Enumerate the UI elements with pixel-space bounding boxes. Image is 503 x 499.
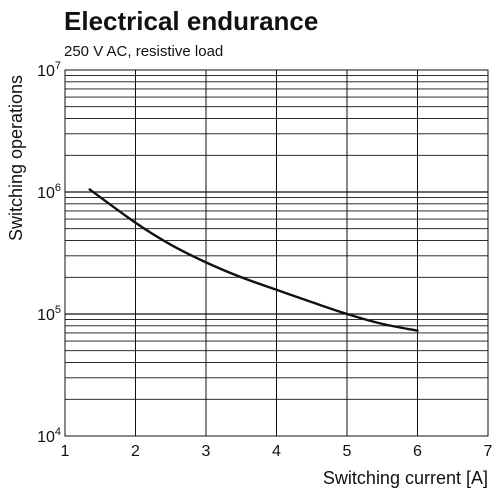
y-axis-label: Switching operations [6,75,26,241]
x-tick-label: 6 [413,443,422,460]
series-group [88,188,419,332]
x-tick-label: 4 [272,443,281,460]
chart-title: Electrical endurance [64,6,318,36]
x-tick-label: 2 [131,443,140,460]
y-tick-label: 105 [37,304,61,324]
y-tick-label: 104 [37,426,61,446]
x-tick-labels: 1 2 3 4 5 6 7 [61,443,493,460]
plot-frame [64,69,489,437]
y-tick-label: 107 [37,60,61,80]
y-tick-labels: 104 105 106 107 [37,60,61,446]
chart-subtitle: 250 V AC, resistive load [64,43,223,60]
x-tick-label: 5 [343,443,352,460]
x-tick-label: 1 [61,443,70,460]
grid [65,70,488,436]
y-tick-label: 106 [37,182,61,202]
x-tick-label: 7 [484,443,493,460]
series-line-0 [88,188,419,332]
x-axis-label: Switching current [A] [323,468,488,488]
x-tick-label: 3 [202,443,211,460]
